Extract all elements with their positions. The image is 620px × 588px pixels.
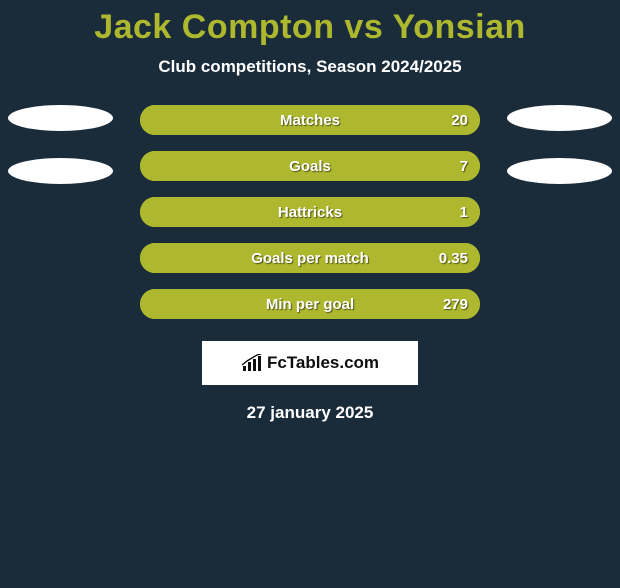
stat-bar-row: Min per goal279: [140, 289, 480, 319]
bar-value: 1: [460, 197, 468, 227]
player-marker-left: [8, 158, 113, 184]
stat-bar-row: Hattricks1: [140, 197, 480, 227]
bar-value: 20: [451, 105, 468, 135]
subtitle: Club competitions, Season 2024/2025: [0, 57, 620, 77]
bar-label: Goals: [140, 151, 480, 181]
stat-bar-row: Matches20: [140, 105, 480, 135]
logo-box: FcTables.com: [202, 341, 418, 385]
player-marker-right: [507, 105, 612, 131]
page-title: Jack Compton vs Yonsian: [0, 8, 620, 47]
left-marker-column: [8, 105, 113, 184]
player-marker-left: [8, 105, 113, 131]
chart-icon: [241, 354, 263, 372]
bar-label: Hattricks: [140, 197, 480, 227]
bar-label: Goals per match: [140, 243, 480, 273]
comparison-chart: Matches20 Goals7 Hattricks1 Goals per match…: [0, 105, 620, 319]
right-marker-column: [507, 105, 612, 184]
bar-label: Min per goal: [140, 289, 480, 319]
stat-bar-row: Goals per match0.35: [140, 243, 480, 273]
stat-bar-row: Goals7: [140, 151, 480, 181]
player-marker-right: [507, 158, 612, 184]
logo-text: FcTables.com: [267, 353, 379, 373]
bar-value: 279: [443, 289, 468, 319]
stat-bars: Matches20 Goals7 Hattricks1 Goals per match…: [140, 105, 480, 319]
date: 27 january 2025: [0, 403, 620, 423]
logo: FcTables.com: [241, 353, 379, 373]
bar-value: 0.35: [439, 243, 468, 273]
bar-label: Matches: [140, 105, 480, 135]
bar-value: 7: [460, 151, 468, 181]
